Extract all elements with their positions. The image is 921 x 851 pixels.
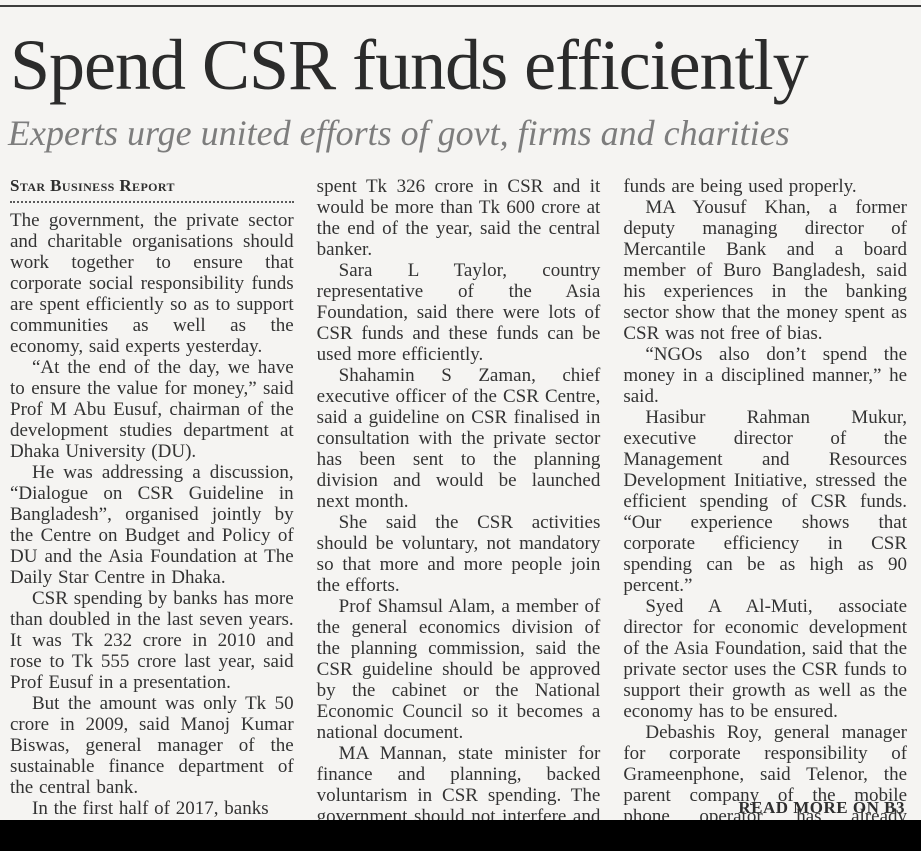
article-paragraph: Debashis Roy, general manager for corpor… (623, 722, 907, 821)
article-paragraph: CSR spending by banks has more than doub… (10, 588, 294, 693)
article-paragraph: The government, the private sector and c… (10, 210, 294, 357)
article-paragraph: In the first half of 2017, banks (32, 798, 269, 819)
article-column-1: Star Business Report The government, the… (10, 176, 294, 821)
byline: Star Business Report (10, 176, 175, 195)
article-headline: Spend CSR funds efficiently (10, 25, 809, 105)
bottom-black-bar (0, 820, 921, 851)
article-paragraph: Prof Shamsul Alam, a member of the gener… (316, 596, 601, 743)
article-body: Star Business Report The government, the… (10, 176, 907, 821)
article-paragraph: Hasibur Rahman Mukur, executive director… (623, 407, 907, 596)
article-paragraph: spent Tk 326 crore in CSR and it would b… (316, 176, 601, 260)
article-paragraph: funds are being used properly. (623, 176, 857, 197)
read-more-pointer: READ MORE ON B3 (738, 798, 905, 817)
article-paragraph: “At the end of the day, we have to ensur… (10, 357, 294, 462)
article-paragraph: Syed A Al-Muti, associate director for e… (623, 596, 907, 722)
article-paragraph: “NGOs also don’t spend the money in a di… (623, 344, 907, 407)
article-column-3: funds are being used properly. MA Yousuf… (623, 176, 907, 821)
top-rule-divider (0, 5, 921, 7)
article-paragraph: He was addressing a discussion, “Dialogu… (10, 462, 294, 588)
article-paragraph: But the amount was only Tk 50 crore in 2… (10, 693, 294, 798)
article-subheadline: Experts urge united efforts of govt, fir… (8, 113, 790, 153)
byline-divider (10, 201, 294, 203)
article-column-2: spent Tk 326 crore in CSR and it would b… (317, 176, 601, 821)
article-paragraph: Sara L Taylor, country representative of… (316, 260, 601, 365)
article-paragraph: MA Yousuf Khan, a former deputy managing… (623, 197, 907, 344)
article-paragraph: MA Mannan, state minister for finance an… (316, 743, 601, 821)
article-paragraph: Shahamin S Zaman, chief executive office… (316, 365, 601, 512)
article-paragraph: She said the CSR activities should be vo… (316, 512, 601, 596)
